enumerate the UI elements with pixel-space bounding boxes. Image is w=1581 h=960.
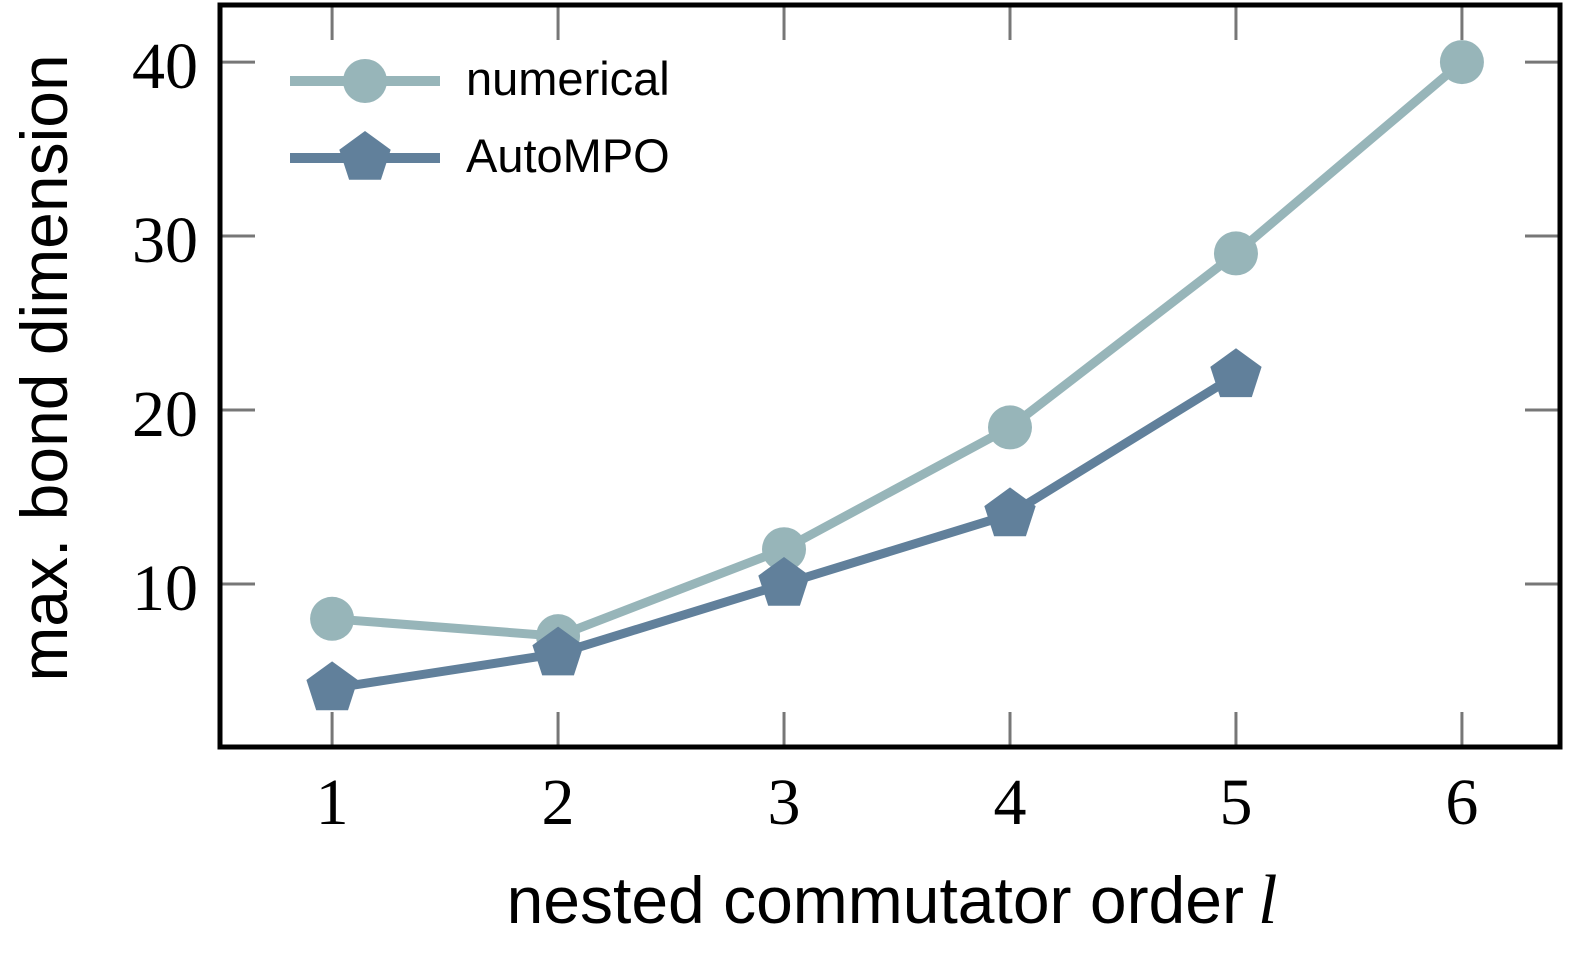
x-tick-label-4: 4 [993,766,1027,839]
y-tick-label-30: 30 [132,204,198,278]
pentagon-marker-AutoMPO-x3 [758,557,810,606]
x-tick-label-1: 1 [315,766,349,839]
legend-label-numerical: numerical [466,52,670,105]
circle-marker-numerical-x1 [310,596,355,641]
x-axis-label-text: nested commutator order [506,863,1244,937]
pentagon-marker-AutoMPO-x1 [306,661,358,711]
y-tick-label-20: 20 [132,378,198,451]
x-axis-math-variable: l [1257,862,1278,939]
legend-entry-numerical: numerical [290,42,670,119]
legend-circle-marker-icon [343,58,387,103]
circle-marker-numerical-x4 [987,405,1032,450]
y-tick-label-40: 40 [132,30,198,104]
plot-frame [217,2,1563,750]
legend: numerical AutoMPO [290,42,670,196]
pentagon-marker-AutoMPO-x5 [1210,348,1262,398]
y-axis-label-text: max. bond dimension [7,54,81,682]
y-tick-label-10: 10 [132,551,198,625]
circle-marker-numerical-x5 [1213,231,1258,276]
legend-entry-autompo: AutoMPO [290,119,670,196]
series-line-numerical [331,58,1465,641]
pentagon-marker-AutoMPO-x2 [532,626,584,676]
legend-swatch-pentagon-icon [290,130,440,180]
series-AutoMPO [306,348,1262,711]
legend-label-autompo: AutoMPO [466,129,670,182]
x-tick-label-2: 2 [541,766,575,839]
x-tick-label-6: 6 [1445,766,1479,839]
x-tick-label-3: 3 [767,766,801,839]
x-axis-label: nested commutator order l [507,861,1278,941]
legend-swatch-circle-icon [290,58,440,103]
circle-marker-numerical-x3 [762,527,807,572]
y-axis-label: max. bond dimension [6,54,82,681]
circle-marker-numerical-x6 [1439,40,1484,85]
x-tick-label-5: 5 [1219,766,1253,839]
legend-pentagon-marker-icon [339,130,391,180]
pentagon-marker-AutoMPO-x4 [984,487,1036,537]
